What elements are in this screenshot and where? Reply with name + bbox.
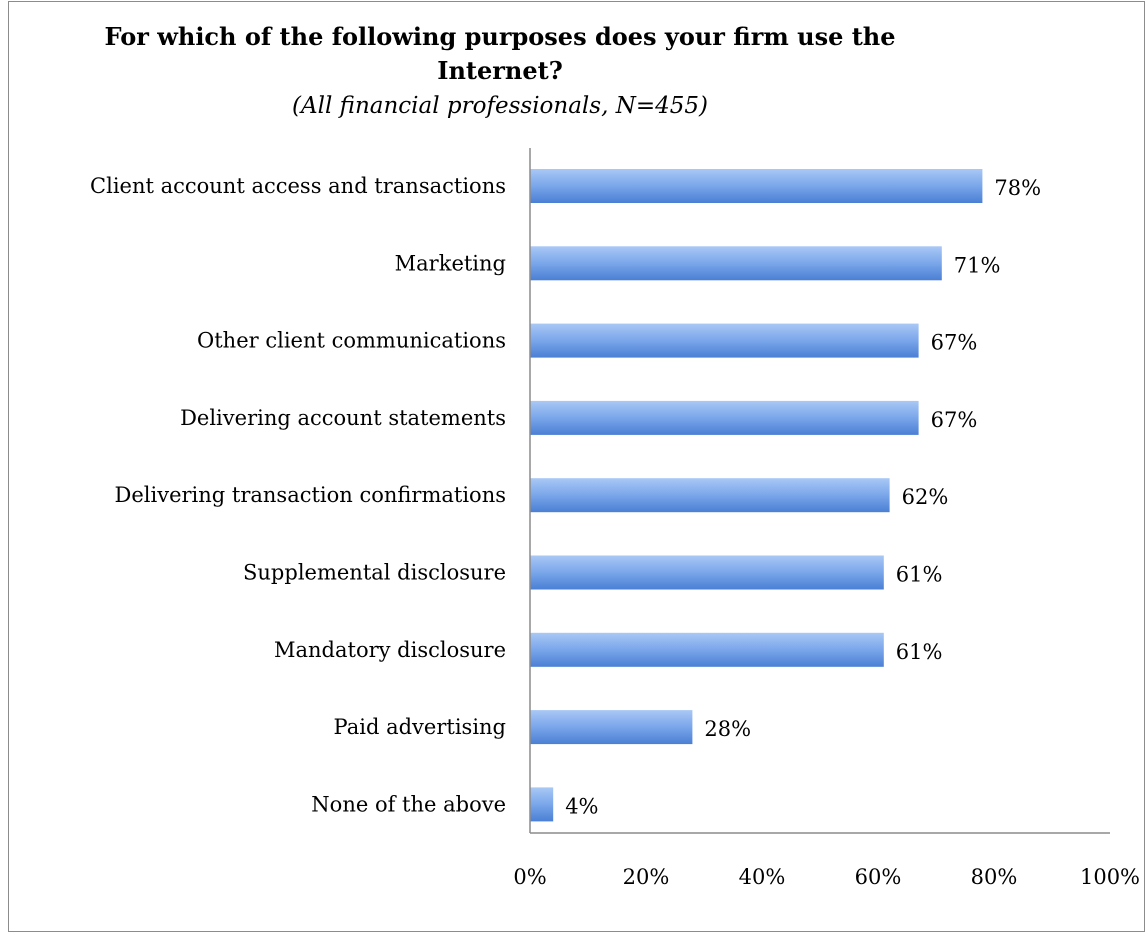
bar bbox=[530, 710, 693, 745]
bar bbox=[530, 323, 919, 358]
bar bbox=[530, 555, 884, 590]
category-label: Paid advertising bbox=[334, 715, 506, 739]
category-label: Marketing bbox=[395, 251, 506, 275]
category-label: Client account access and transactions bbox=[90, 174, 506, 198]
x-tick-label: 100% bbox=[1080, 865, 1140, 889]
chart-title-continued: Internet? bbox=[437, 56, 563, 85]
data-label: 61% bbox=[896, 563, 943, 587]
bar bbox=[530, 169, 983, 203]
data-label: 28% bbox=[704, 717, 751, 741]
x-tick-label: 20% bbox=[623, 865, 670, 889]
data-label: 4% bbox=[565, 794, 598, 818]
chart-title: For which of the following purposes does… bbox=[104, 22, 896, 51]
x-tick-label: 40% bbox=[739, 865, 786, 889]
data-label: 61% bbox=[896, 640, 943, 664]
category-label: Other client communications bbox=[197, 329, 506, 353]
category-label: None of the above bbox=[311, 792, 506, 816]
data-label: 71% bbox=[954, 253, 1001, 277]
bar bbox=[530, 246, 942, 281]
x-tick-label: 0% bbox=[513, 865, 546, 889]
data-label: 62% bbox=[902, 485, 949, 509]
category-label: Supplemental disclosure bbox=[243, 561, 506, 585]
x-tick-label: 60% bbox=[855, 865, 902, 889]
bar bbox=[530, 400, 919, 435]
category-label: Delivering transaction confirmations bbox=[115, 483, 506, 507]
data-label: 67% bbox=[931, 331, 978, 355]
bar bbox=[530, 478, 890, 513]
x-tick-label: 80% bbox=[971, 865, 1018, 889]
category-label: Delivering account statements bbox=[180, 406, 506, 430]
chart-subtitle: (All financial professionals, N=455) bbox=[292, 93, 708, 119]
bar bbox=[530, 632, 884, 667]
chart-frame bbox=[8, 1, 1145, 932]
bar bbox=[530, 787, 554, 822]
category-label: Mandatory disclosure bbox=[274, 638, 506, 662]
data-label: 67% bbox=[931, 408, 978, 432]
data-label: 78% bbox=[994, 176, 1041, 200]
